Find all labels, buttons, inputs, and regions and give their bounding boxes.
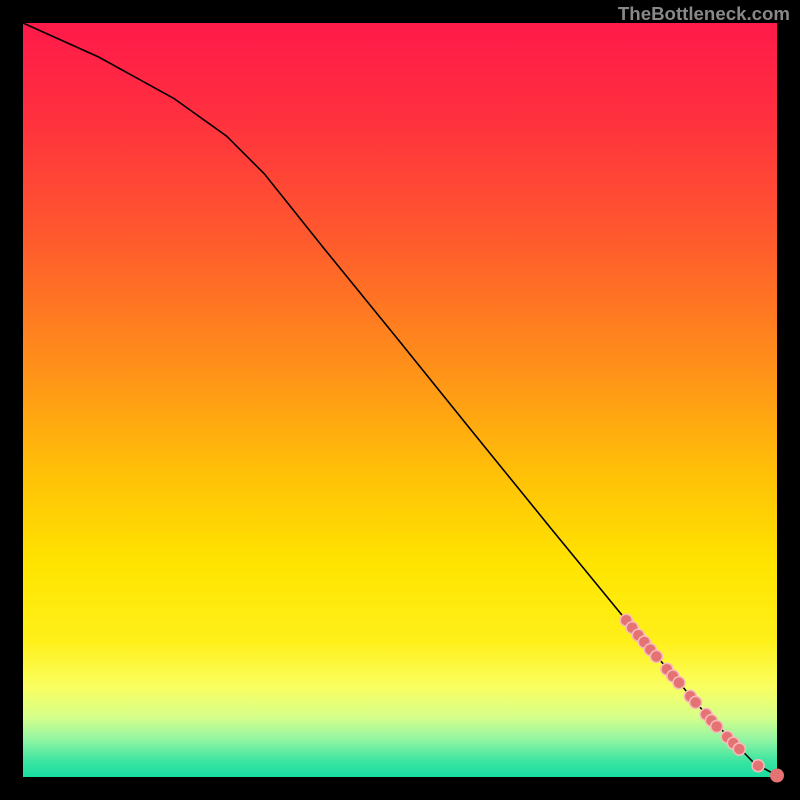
data-marker — [673, 677, 685, 689]
chart-container: TheBottleneck.com — [0, 0, 800, 800]
data-marker — [690, 696, 702, 708]
data-marker — [752, 760, 764, 772]
data-marker — [650, 650, 662, 662]
bottleneck-chart — [0, 0, 800, 800]
data-marker — [733, 743, 745, 755]
attribution-text: TheBottleneck.com — [618, 3, 790, 25]
end-marker — [770, 769, 784, 783]
data-marker — [711, 721, 723, 733]
